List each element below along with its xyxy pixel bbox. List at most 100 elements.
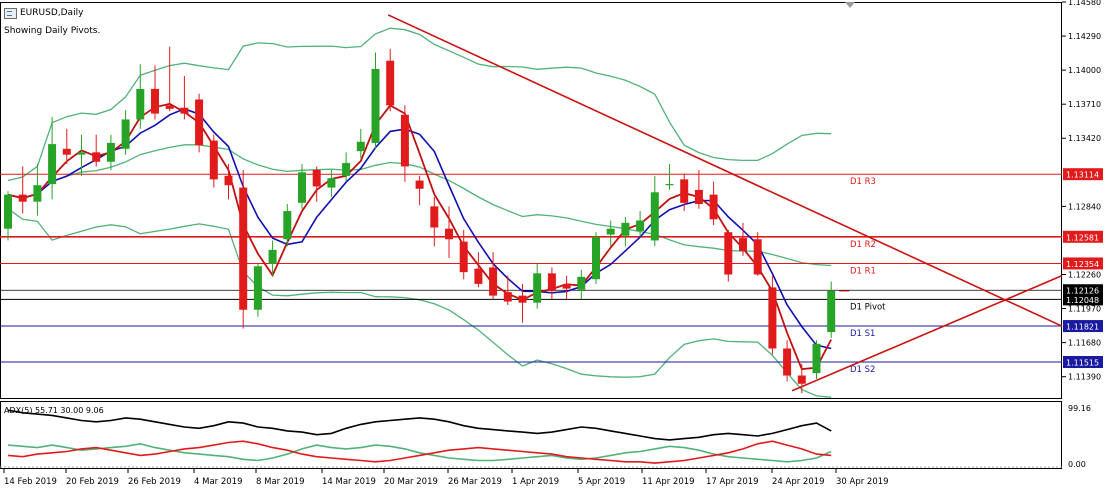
pivot-label: D1 S1 <box>850 329 875 339</box>
price-tick-label: 1.13420 <box>1068 134 1101 143</box>
candle-body <box>592 236 600 280</box>
candle-body <box>694 189 703 205</box>
pivot-price-tag <box>1063 293 1103 306</box>
moving-averages <box>7 102 832 371</box>
candle-body <box>239 187 248 310</box>
candle-body <box>209 140 218 180</box>
chart-shift-marker <box>845 2 855 8</box>
candle-body <box>503 292 512 302</box>
pivot-label: D1 R1 <box>850 266 876 276</box>
candle-body <box>165 105 174 109</box>
resistance-trendline <box>387 14 1063 327</box>
pivot-label: D1 R2 <box>850 240 876 250</box>
candle-body <box>709 194 718 220</box>
candle-body <box>562 283 571 289</box>
candle-body <box>136 88 145 120</box>
date-tick-label: 11 Apr 2019 <box>642 477 695 487</box>
price-tick-label: 1.12260 <box>1068 270 1101 279</box>
date-tick-label: 8 Mar 2019 <box>256 477 304 487</box>
date-tick-label: 26 Feb 2019 <box>128 477 181 487</box>
candle-body <box>283 211 292 240</box>
pivot-price-text: 1.13114 <box>1066 171 1099 180</box>
candle-body <box>753 239 762 275</box>
date-tick-label: 20 Mar 2019 <box>384 477 438 487</box>
candles <box>4 46 850 394</box>
symbol-title: EURUSD,Daily <box>20 8 84 18</box>
date-tick-label: 1 Apr 2019 <box>512 477 559 487</box>
candle-body <box>180 107 189 114</box>
date-tick-label: 20 Feb 2019 <box>66 477 119 487</box>
pivot-label: D1 S2 <box>850 365 875 375</box>
candle-body <box>797 375 806 384</box>
adx-main-line <box>7 409 832 441</box>
candle-body <box>121 119 130 149</box>
candle-body <box>298 172 306 203</box>
candle-body <box>577 276 586 290</box>
candle-body <box>151 88 159 114</box>
date-tick-label: 24 Apr 2019 <box>772 477 825 487</box>
candle-body <box>724 232 733 275</box>
pivot-label: D1 Pivot <box>850 302 886 312</box>
candle-body <box>195 99 204 146</box>
candle-body <box>327 178 336 188</box>
candle-body <box>650 192 659 241</box>
pivot-price-text: 1.12581 <box>1066 233 1099 242</box>
candle-body <box>430 206 439 228</box>
main-panel-border <box>0 2 1062 399</box>
candle-body <box>783 348 792 376</box>
bollinger-bands <box>7 27 832 398</box>
candle-body <box>18 194 27 202</box>
pivot-label: D1 R3 <box>850 177 876 187</box>
price-tick-label: 1.14290 <box>1068 32 1101 41</box>
pivot-price-tag <box>1063 230 1103 243</box>
candle-body <box>342 162 351 176</box>
adx-minus-di-line <box>7 440 832 464</box>
adx-axis-bottom-label: 0.00 <box>1068 460 1086 469</box>
price-tick-label: 1.12840 <box>1068 202 1101 211</box>
current-price-text: 1.12126 <box>1066 287 1099 296</box>
pivot-price-text: 1.12048 <box>1066 296 1099 305</box>
price-tick-label: 1.11970 <box>1068 305 1101 314</box>
date-tick-label: 26 Mar 2019 <box>448 477 502 487</box>
bollinger-middle-line <box>7 144 832 267</box>
candle-body <box>665 184 674 186</box>
pivot-price-text: 1.11515 <box>1066 359 1099 368</box>
candle-body <box>386 60 395 106</box>
candle-body <box>92 152 101 162</box>
candle-body <box>62 148 71 155</box>
pivot-price-tag <box>1063 320 1103 333</box>
price-tick-label: 1.11680 <box>1068 339 1101 348</box>
pivot-price-text: 1.11821 <box>1066 323 1099 332</box>
date-tick-label: 5 Apr 2019 <box>578 477 625 487</box>
candle-body <box>680 179 689 203</box>
candle-body <box>77 152 86 155</box>
price-tick-label: 1.14000 <box>1068 66 1101 75</box>
date-tick-label: 17 Apr 2019 <box>706 477 759 487</box>
candle-body <box>606 228 615 235</box>
candle-body <box>253 266 262 310</box>
candle-body <box>621 222 630 236</box>
candle-body <box>356 141 365 152</box>
chart-window-icon[interactable] <box>4 7 17 19</box>
date-tick-label: 30 Apr 2019 <box>836 477 889 487</box>
indicator-note: Showing Daily Pivots. <box>4 25 101 36</box>
candle-body <box>4 194 12 229</box>
chart-header: EURUSD,Daily Showing Daily Pivots. <box>4 6 100 38</box>
date-tick-label: 14 Feb 2019 <box>4 477 57 487</box>
candle-body <box>224 175 233 186</box>
bollinger-upper-line <box>7 27 832 182</box>
candle-body <box>518 295 527 303</box>
ma-slow-line <box>7 108 832 350</box>
date-tick-label: 14 Mar 2019 <box>322 477 376 487</box>
candle-body <box>547 273 556 291</box>
pivot-lines: D1 R3 1.13114 D1 R2 1.12581 D1 R1 1.12354 D1 P… <box>0 168 1103 375</box>
candle-body <box>474 268 483 284</box>
price-tick-label: 1.13710 <box>1068 100 1101 109</box>
candle-body <box>445 228 453 240</box>
chart-frame <box>0 2 1062 469</box>
price-tick-label: 1.14580 <box>1068 0 1101 7</box>
current-price-tag <box>1063 284 1103 297</box>
candle-body <box>106 142 115 162</box>
